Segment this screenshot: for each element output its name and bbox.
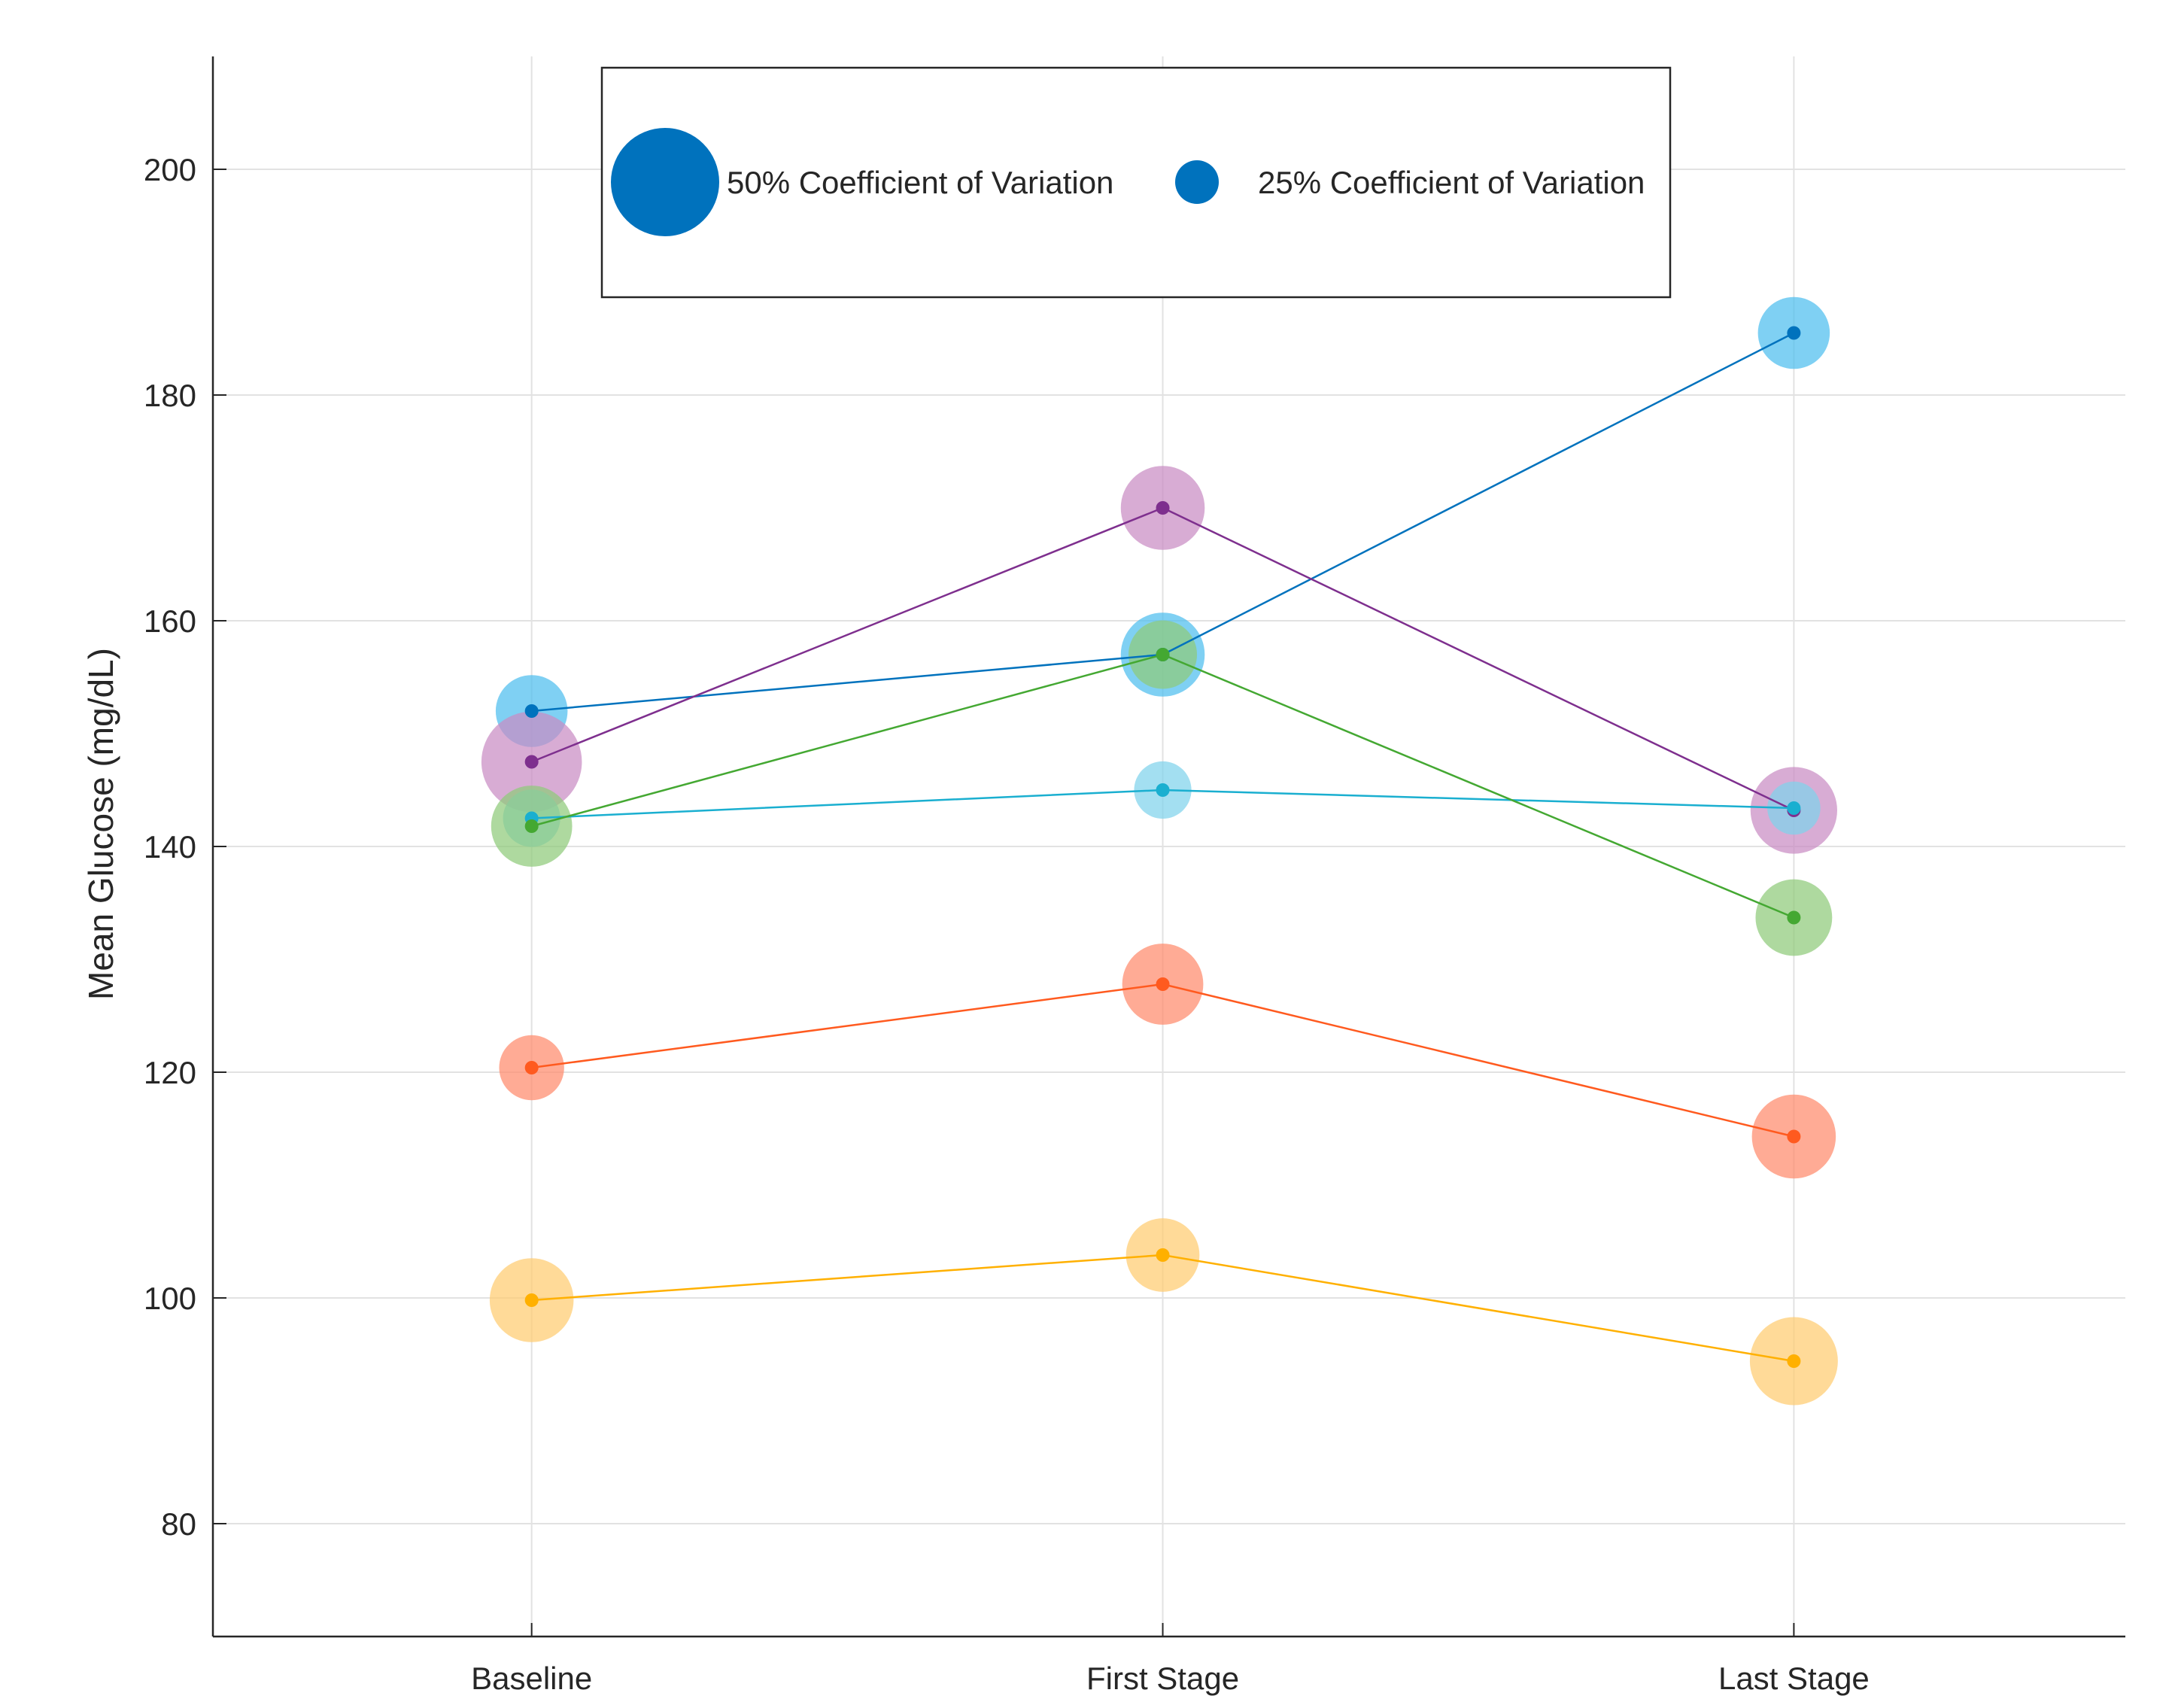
subject-1-point-0 <box>524 704 539 718</box>
legend: 50% Coefficient of Variation 25% Coeffic… <box>600 66 1672 299</box>
tick-labels: 80 100 120 140 160 180 200 Baseline First Stage L… <box>144 152 1870 1696</box>
subject-1-point-2 <box>1787 326 1801 340</box>
y-axis-label: Mean Glucose (mg/dL) <box>81 648 120 1000</box>
legend-marker-50pct <box>611 128 719 236</box>
y-tick-label-140: 140 <box>144 829 196 865</box>
subject-6-point-1 <box>1156 1248 1170 1262</box>
subject-4-point-2 <box>1787 910 1801 925</box>
y-tick-label-120: 120 <box>144 1055 196 1090</box>
legend-label-25pct: 25% Coefficient of Variation <box>1258 165 1645 200</box>
legend-box <box>600 66 1672 299</box>
subject-3-point-1 <box>1156 783 1170 797</box>
subject-4-point-0 <box>524 819 539 833</box>
subject-3-point-2 <box>1787 801 1801 815</box>
x-tick-label-2: Last Stage <box>1718 1661 1870 1696</box>
y-tick-label-200: 200 <box>144 152 196 187</box>
subject-2-point-0 <box>524 755 539 769</box>
subject-5-point-0 <box>524 1061 539 1074</box>
y-tick-label-160: 160 <box>144 603 196 639</box>
y-tick-label-80: 80 <box>161 1506 196 1542</box>
x-tick-label-1: First Stage <box>1086 1661 1239 1696</box>
legend-marker-25pct <box>1175 160 1219 204</box>
axes <box>211 56 2125 1638</box>
subject-5-point-1 <box>1156 977 1170 991</box>
subject-2-point-1 <box>1156 501 1170 515</box>
y-tick-label-180: 180 <box>144 378 196 413</box>
subject-5-point-2 <box>1787 1129 1801 1144</box>
series-layer <box>481 296 1838 1406</box>
subject-6-point-2 <box>1787 1354 1801 1368</box>
dot-layer <box>524 326 1801 1368</box>
subject-6-point-0 <box>524 1293 539 1307</box>
legend-label-50pct: 50% Coefficient of Variation <box>727 165 1113 200</box>
subject-4-point-1 <box>1156 648 1170 661</box>
x-tick-label-0: Baseline <box>471 1661 592 1696</box>
y-tick-label-100: 100 <box>144 1281 196 1316</box>
